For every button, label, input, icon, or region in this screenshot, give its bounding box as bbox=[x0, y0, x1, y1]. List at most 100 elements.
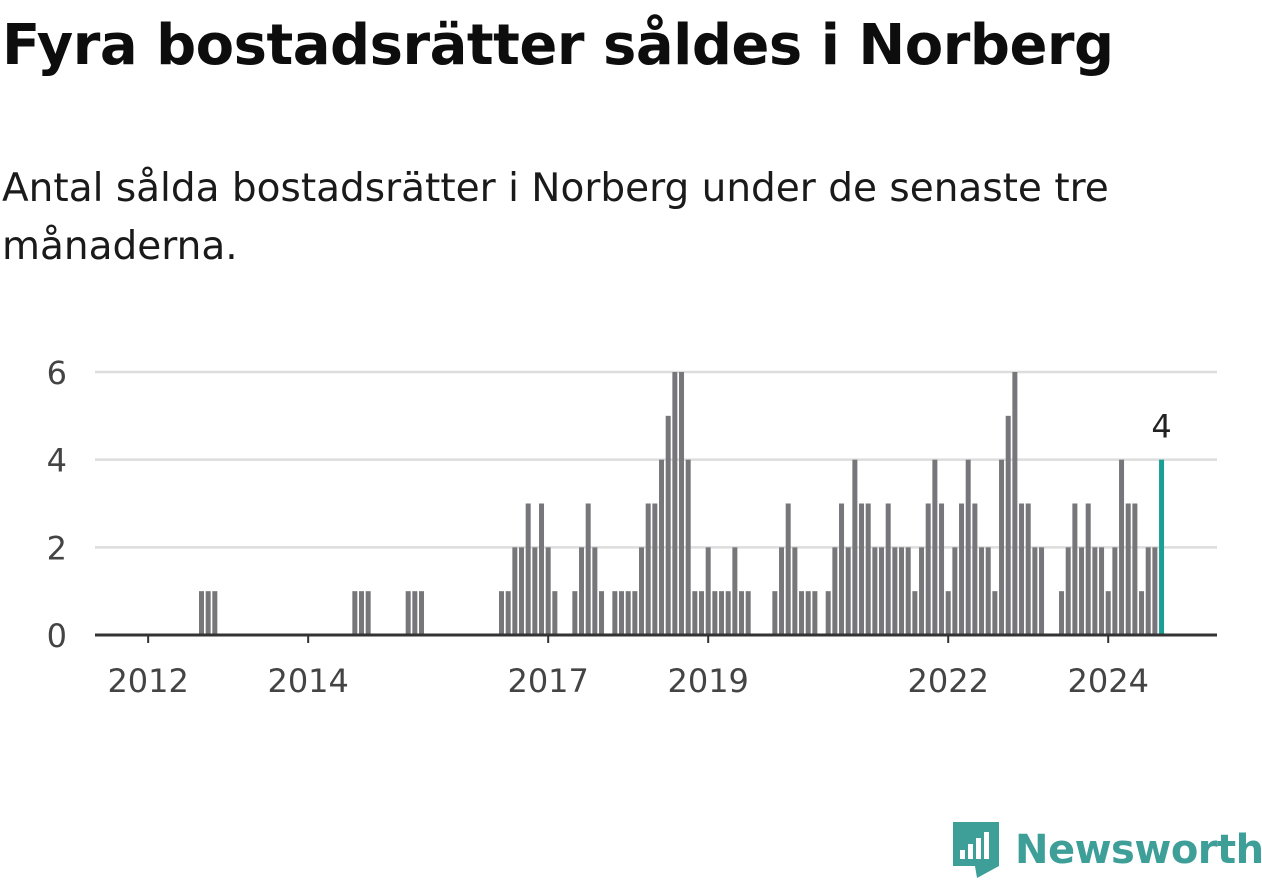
bar bbox=[1139, 591, 1145, 635]
bar bbox=[1092, 547, 1098, 635]
bar bbox=[992, 591, 998, 635]
bar bbox=[872, 547, 878, 635]
bar bbox=[205, 591, 211, 635]
bar bbox=[825, 591, 831, 635]
bar bbox=[699, 591, 705, 635]
highlight-value-label: 4 bbox=[1151, 408, 1171, 446]
bar bbox=[1119, 459, 1125, 635]
bar bbox=[945, 591, 951, 635]
bar bbox=[912, 591, 918, 635]
bar bbox=[839, 503, 845, 635]
bar bbox=[1059, 591, 1065, 635]
bar bbox=[805, 591, 811, 635]
y-tick-label: 2 bbox=[47, 529, 67, 567]
bar bbox=[1065, 547, 1071, 635]
bar bbox=[1112, 547, 1118, 635]
bar bbox=[959, 503, 965, 635]
bar bbox=[1079, 547, 1085, 635]
bar-chart: 0 2 4 6 2012 2014 2017 2019 2022 2024 4 bbox=[47, 354, 1217, 700]
logo-text: Newsworthy bbox=[1015, 827, 1262, 873]
bar bbox=[859, 503, 865, 635]
bar bbox=[892, 547, 898, 635]
bar bbox=[692, 591, 698, 635]
bar bbox=[772, 591, 778, 635]
bar bbox=[865, 503, 871, 635]
chart-subtitle: Antal sålda bostadsrätter i Norberg unde… bbox=[2, 166, 1109, 269]
bar bbox=[999, 459, 1005, 635]
bar bbox=[1105, 591, 1111, 635]
bar bbox=[1032, 547, 1038, 635]
bar bbox=[1152, 547, 1158, 635]
bar bbox=[885, 503, 891, 635]
bar bbox=[812, 591, 818, 635]
bar bbox=[672, 372, 678, 635]
bar bbox=[579, 547, 585, 635]
bar bbox=[365, 591, 371, 635]
x-tick-label: 2024 bbox=[1067, 662, 1148, 700]
x-tick-label: 2014 bbox=[267, 662, 348, 700]
bar bbox=[705, 547, 711, 635]
bar bbox=[665, 415, 671, 635]
bar bbox=[619, 591, 625, 635]
chart-title: Fyra bostadsrätter såldes i Norberg bbox=[2, 13, 1114, 78]
bar bbox=[599, 591, 605, 635]
x-tick-label: 2022 bbox=[907, 662, 988, 700]
bar bbox=[1072, 503, 1078, 635]
bar bbox=[899, 547, 905, 635]
bar bbox=[592, 547, 598, 635]
bar bbox=[405, 591, 411, 635]
bar bbox=[1085, 503, 1091, 635]
bar bbox=[972, 503, 978, 635]
bar bbox=[712, 591, 718, 635]
bar bbox=[1039, 547, 1045, 635]
bar bbox=[545, 547, 551, 635]
bar bbox=[585, 503, 591, 635]
bar bbox=[985, 547, 991, 635]
x-tick-label: 2019 bbox=[667, 662, 748, 700]
bar bbox=[965, 459, 971, 635]
x-tick-label: 2012 bbox=[107, 662, 188, 700]
bar bbox=[879, 547, 885, 635]
bar bbox=[952, 547, 958, 635]
newsworthy-logo-icon bbox=[953, 822, 999, 878]
bar bbox=[685, 459, 691, 635]
bar bbox=[1012, 372, 1018, 635]
bar bbox=[905, 547, 911, 635]
bar bbox=[612, 591, 618, 635]
bar bbox=[572, 591, 578, 635]
bar bbox=[1019, 503, 1025, 635]
bar bbox=[419, 591, 425, 635]
newsworthy-logo: Newsworthy bbox=[951, 820, 1262, 880]
bar bbox=[519, 547, 525, 635]
bar bbox=[779, 547, 785, 635]
bar bbox=[412, 591, 418, 635]
highlight-bar bbox=[1159, 459, 1165, 635]
bar bbox=[852, 459, 858, 635]
bar bbox=[499, 591, 505, 635]
bar bbox=[645, 503, 651, 635]
bar bbox=[552, 591, 558, 635]
bar bbox=[719, 591, 725, 635]
bar bbox=[352, 591, 358, 635]
bar bbox=[792, 547, 798, 635]
x-tick-label: 2017 bbox=[507, 662, 588, 700]
bar bbox=[832, 547, 838, 635]
bar bbox=[532, 547, 538, 635]
bar bbox=[925, 503, 931, 635]
bar bbox=[512, 547, 518, 635]
bar bbox=[725, 591, 731, 635]
bar bbox=[632, 591, 638, 635]
bar bbox=[939, 503, 945, 635]
bar bbox=[639, 547, 645, 635]
bar bbox=[979, 547, 985, 635]
bar bbox=[1099, 547, 1105, 635]
y-tick-label: 0 bbox=[47, 617, 67, 655]
bar bbox=[525, 503, 531, 635]
bar bbox=[932, 459, 938, 635]
bar bbox=[1005, 415, 1011, 635]
bar bbox=[845, 547, 851, 635]
bar bbox=[785, 503, 791, 635]
bar bbox=[732, 547, 738, 635]
bar bbox=[919, 547, 925, 635]
bar bbox=[1145, 547, 1151, 635]
